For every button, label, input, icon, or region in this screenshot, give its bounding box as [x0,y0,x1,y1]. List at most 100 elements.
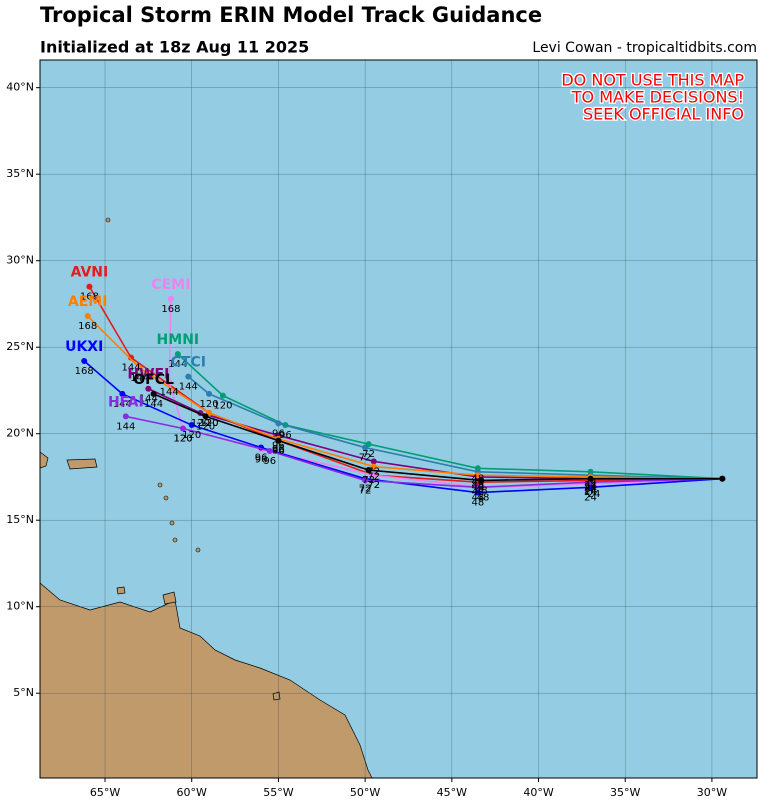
track-point [275,420,282,427]
island [66,458,98,470]
track-point [206,390,213,397]
hour-label: 120 [182,430,201,441]
hour-label: 144 [168,359,187,370]
track-point [188,422,195,429]
hour-label: 96 [255,454,268,465]
subtitle: Initialized at 18z Aug 11 2025 [40,38,309,57]
y-tick-label: 25°N [6,340,34,353]
tracks [81,283,726,496]
hour-label: 72 [367,480,380,491]
track-point [266,448,273,455]
y-tick-label: 10°N [6,600,34,613]
y-tick-label: 5°N [13,686,34,699]
island [157,482,163,488]
hour-label: 72 [362,449,375,460]
x-tick-label: 65°W [90,786,120,799]
hour-label: 96 [272,446,285,457]
island [163,495,169,501]
hour-label: 48 [471,482,484,493]
track-point [145,385,152,392]
island [162,591,177,605]
hour-label: 72 [359,453,372,464]
island [172,537,178,543]
track-point [128,354,135,361]
track-point [219,392,226,399]
hour-label: 168 [78,321,97,332]
model-label: AVNI [71,265,109,281]
hour-label: 48 [471,492,484,503]
model-label: HWFI [127,367,169,383]
track-point [122,413,129,420]
track-point [362,444,369,451]
x-tick-label: 45°W [437,786,467,799]
track-line [88,286,723,483]
track-point [174,351,181,358]
track-point [166,378,173,385]
hour-label: 24 [584,485,597,496]
small-islands [105,217,201,553]
hour-label: 24 [584,480,597,491]
hour-label: 120 [200,418,219,429]
hour-label: 24 [584,482,597,493]
hour-label: 96 [272,428,285,439]
hour-label: 96 [279,430,292,441]
track-point [370,463,377,470]
model-label: CEMI [151,277,190,293]
hour-label: 120 [200,399,219,410]
track-point [119,390,126,397]
x-tick-label: 50°W [350,786,380,799]
track-point [202,413,209,420]
x-tick-label: 60°W [177,786,207,799]
hour-label: 72 [359,485,372,496]
y-tick-label: 20°N [6,427,34,440]
x-tick-label: 30°W [697,786,727,799]
labels: 24 48 72 96 120 144 168 AVNI 24 48 72 96 120 144 168 CE… [65,265,600,509]
island [116,586,126,595]
track-point [185,373,192,380]
warning-text: SEEK OFFICIAL INFO [583,105,744,124]
hour-label: 96 [255,453,268,464]
island [195,547,201,553]
hour-label: 144 [139,394,158,405]
track-point [365,467,372,474]
hour-label: 120 [191,418,210,429]
hour-label: 72 [367,480,380,491]
hour-label: 96 [272,446,285,457]
model-label: HMNI [157,332,200,348]
hour-label: 168 [75,366,94,377]
warning-text: DO NOT USE THIS MAP [561,71,744,90]
x-tick-label: 55°W [263,786,293,799]
hour-label: 120 [200,418,219,429]
hour-label: 48 [471,480,484,491]
track-line [87,315,723,480]
hour-label: 144 [144,399,163,410]
model-label: OFCL [133,372,174,388]
hour-label: 96 [272,440,285,451]
hour-label: 96 [263,456,276,467]
model-label: CTCI [171,355,206,371]
hour-label: 120 [196,421,215,432]
track-point [370,472,377,479]
track-point [362,477,369,484]
hour-label: 120 [174,434,193,445]
island [169,520,175,526]
y-tick-label: 15°N [6,513,34,526]
track-point [587,475,594,482]
grid [40,60,757,778]
hour-label: 144 [121,363,140,374]
track-point [587,484,594,491]
hour-label: 48 [471,473,484,484]
island [105,217,111,223]
hour-label: 24 [584,487,597,498]
track-point [719,475,726,482]
hour-label: 144 [113,399,132,410]
land [39,451,373,779]
hour-label: 48 [477,492,490,503]
track-point [84,313,91,320]
title: Tropical Storm ERIN Model Track Guidance [40,3,542,27]
hour-label: 96 [272,444,285,455]
hour-label: 24 [584,492,597,503]
x-tick-label: 40°W [523,786,553,799]
